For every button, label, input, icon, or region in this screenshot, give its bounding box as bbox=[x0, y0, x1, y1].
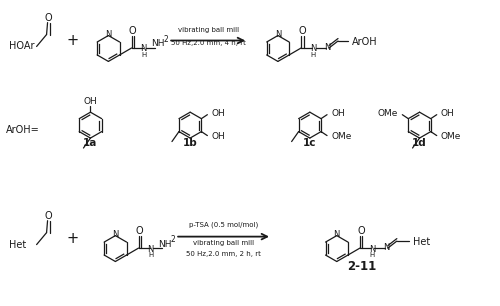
Text: ArOH: ArOH bbox=[352, 37, 378, 47]
Text: H: H bbox=[148, 252, 153, 258]
Text: 1b: 1b bbox=[183, 138, 198, 148]
Text: N: N bbox=[310, 44, 316, 54]
Text: O: O bbox=[358, 226, 365, 236]
Text: NH: NH bbox=[158, 240, 171, 248]
Text: OH: OH bbox=[331, 109, 345, 118]
Text: Het: Het bbox=[8, 240, 26, 250]
Text: O: O bbox=[44, 211, 52, 221]
Text: H: H bbox=[141, 52, 146, 58]
Text: N: N bbox=[324, 43, 330, 52]
Text: 2-11: 2-11 bbox=[347, 260, 376, 273]
Text: 50 Hz,2.0 mm, 2 h, rt: 50 Hz,2.0 mm, 2 h, rt bbox=[186, 251, 261, 256]
Text: OH: OH bbox=[440, 109, 454, 118]
Text: O: O bbox=[136, 226, 143, 236]
Text: ArOH=: ArOH= bbox=[6, 125, 40, 135]
Text: H: H bbox=[370, 252, 374, 258]
Text: OMe: OMe bbox=[378, 109, 398, 118]
Text: HOAr: HOAr bbox=[8, 42, 34, 51]
Text: N: N bbox=[148, 244, 154, 254]
Text: 50 Hz,2.0 mm, 4 h, rt: 50 Hz,2.0 mm, 4 h, rt bbox=[170, 40, 246, 47]
Text: N: N bbox=[334, 230, 340, 239]
Text: N: N bbox=[368, 244, 375, 254]
Text: 2: 2 bbox=[163, 35, 168, 43]
Text: N: N bbox=[140, 44, 146, 54]
Text: N: N bbox=[382, 243, 389, 252]
Text: 1d: 1d bbox=[412, 138, 427, 148]
Text: NH: NH bbox=[151, 39, 164, 48]
Text: N: N bbox=[112, 230, 118, 239]
Text: O: O bbox=[44, 13, 52, 23]
Text: H: H bbox=[310, 52, 316, 58]
Text: OH: OH bbox=[212, 109, 225, 118]
Text: O: O bbox=[129, 26, 136, 36]
Text: p-TSA (0.5 mol/mol): p-TSA (0.5 mol/mol) bbox=[189, 222, 258, 228]
Text: OH: OH bbox=[212, 132, 225, 141]
Text: Het: Het bbox=[413, 237, 430, 247]
Text: 1c: 1c bbox=[303, 138, 316, 148]
Text: OH: OH bbox=[84, 97, 98, 106]
Text: vibrating ball mill: vibrating ball mill bbox=[193, 240, 254, 246]
Text: vibrating ball mill: vibrating ball mill bbox=[178, 27, 238, 32]
Text: 1a: 1a bbox=[84, 138, 98, 148]
Text: O: O bbox=[298, 26, 306, 36]
Text: 2: 2 bbox=[170, 235, 175, 244]
Text: +: + bbox=[66, 33, 78, 48]
Text: OMe: OMe bbox=[440, 132, 461, 141]
Text: OMe: OMe bbox=[331, 132, 351, 141]
Text: +: + bbox=[66, 231, 78, 246]
Text: N: N bbox=[105, 30, 112, 39]
Text: N: N bbox=[274, 30, 281, 39]
